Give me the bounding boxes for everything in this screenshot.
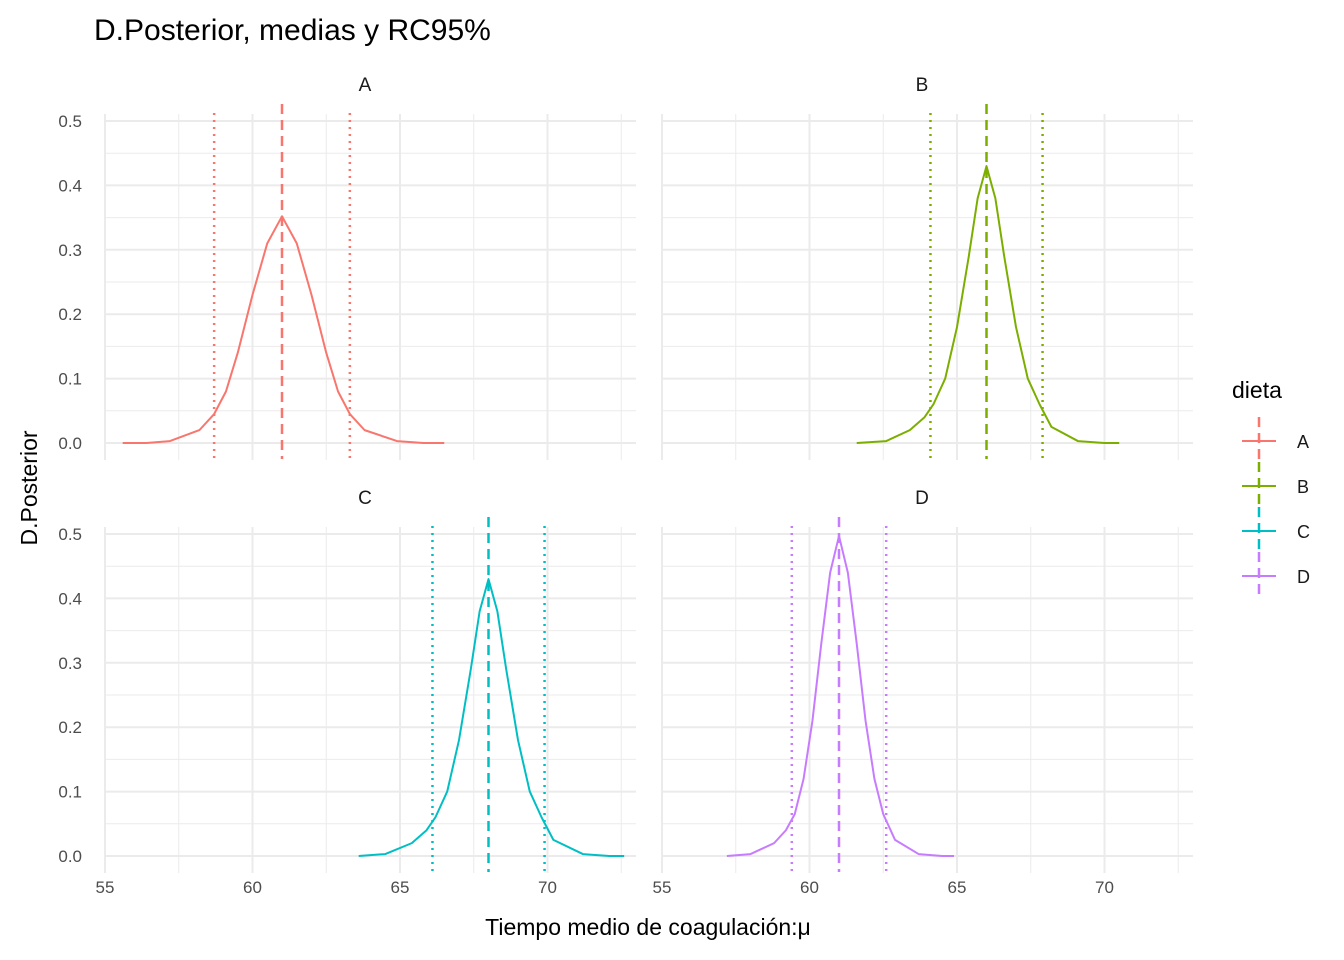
y-tick-label: 0.1: [58, 370, 82, 389]
legend-item-c: C: [1242, 507, 1310, 555]
facet-panel-a: A 0.0 0.1 0.2 0.3 0.4 0.5: [58, 75, 636, 460]
facet-strip-label-b: B: [916, 75, 929, 96]
y-tick-label: 0.4: [58, 589, 82, 608]
grid-lines: [104, 527, 636, 873]
legend: dieta A B C D: [1232, 377, 1310, 600]
facet-panel-c: C 0.0 0.1 0.2 0.3 0.4 0.5 55 60 65 70: [58, 488, 636, 897]
x-tick-label: 65: [948, 878, 967, 897]
legend-title: dieta: [1232, 377, 1282, 403]
grid-lines: [661, 114, 1193, 460]
chart-title: D.Posterior, medias y RC95%: [94, 14, 491, 47]
facet-grid: A 0.0 0.1 0.2 0.3 0.4 0.5 B C 0.0 0.1 0.2 0.3 0.4…: [58, 75, 1193, 897]
facet-strip-label-c: C: [358, 488, 372, 509]
density-curve-b: [856, 165, 1120, 444]
x-tick-label: 65: [391, 878, 410, 897]
y-tick-label: 0.3: [58, 654, 82, 673]
y-tick-label: 0.2: [58, 305, 82, 324]
x-tick-label: 55: [96, 878, 115, 897]
density-curve-c: [358, 578, 625, 857]
y-tick-label: 0.4: [58, 176, 82, 195]
facet-panel-b: B: [661, 75, 1193, 460]
y-tick-label: 0.0: [58, 434, 82, 453]
legend-label: C: [1297, 522, 1310, 542]
y-tick-label: 0.3: [58, 241, 82, 260]
legend-label: A: [1297, 432, 1309, 452]
x-axis-title: Tiempo medio de coagulación:μ: [485, 914, 811, 940]
legend-label: D: [1297, 567, 1310, 587]
y-tick-label: 0.0: [58, 847, 82, 866]
y-tick-label: 0.5: [58, 525, 82, 544]
facet-strip-label-a: A: [359, 75, 372, 96]
grid-lines: [104, 114, 636, 460]
facet-strip-label-d: D: [915, 488, 929, 509]
legend-item-a: A: [1242, 417, 1309, 465]
legend-label: B: [1297, 477, 1309, 497]
y-tick-label: 0.2: [58, 718, 82, 737]
x-tick-label: 60: [800, 878, 819, 897]
legend-item-d: D: [1242, 552, 1310, 600]
y-axis-title: D.Posterior: [16, 430, 42, 545]
y-tick-label: 0.1: [58, 783, 82, 802]
grid-lines: [661, 527, 1193, 873]
facet-panel-d: D 55 60 65 70: [653, 488, 1193, 897]
x-tick-label: 70: [538, 878, 557, 897]
density-curve-d: [726, 534, 955, 857]
x-tick-label: 55: [653, 878, 672, 897]
legend-item-b: B: [1242, 462, 1309, 510]
x-tick-label: 60: [243, 878, 262, 897]
x-tick-label: 70: [1095, 878, 1114, 897]
y-tick-label: 0.5: [58, 112, 82, 131]
